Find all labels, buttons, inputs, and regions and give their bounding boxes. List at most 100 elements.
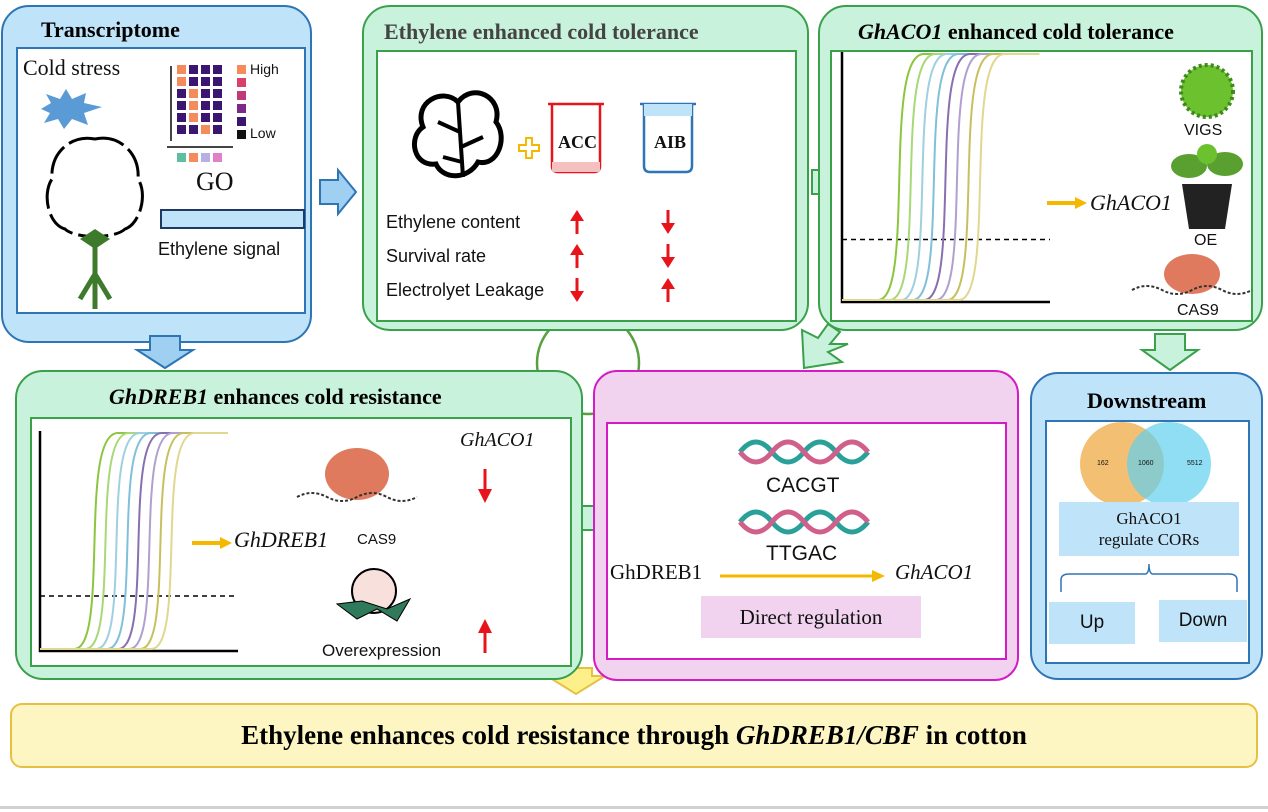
downstream-panel: Downstream 162 1060 5512 GhACO1 regulate… [1030, 372, 1263, 680]
aco1-panel: GhACO1 enhanced cold tolerance GhACO1 VI… [818, 5, 1263, 331]
transcriptome-panel: Transcriptome Cold stress High Low GO Et… [1, 5, 312, 343]
transcriptome-title: Transcriptome [41, 17, 180, 42]
ethylene-row-label: Electrolyet Leakage [386, 280, 545, 300]
heatmap-cell [201, 101, 210, 110]
heatmap-cell [201, 65, 210, 74]
expression-curve [842, 53, 1040, 301]
heatmap-cell [213, 77, 222, 86]
legend-swatch [237, 117, 246, 126]
dna-helix-icon-1 [738, 439, 870, 465]
conclusion-gene: GhDREB1/CBF [735, 720, 919, 750]
dreb1-title-rest: enhances cold resistance [208, 384, 442, 409]
expression-curve [842, 53, 1040, 301]
transcriptome-content: Cold stress High Low GO Ethylene signal [16, 47, 306, 314]
ethylene-content: ACC AIB Ethylene content Survival rate Ele… [376, 50, 797, 322]
aib-beaker-icon [640, 102, 696, 174]
heatmap-cell [189, 101, 198, 110]
vigs-label: VIGS [1184, 122, 1223, 139]
expression-curve [842, 53, 1040, 301]
regulation-content: CACGT TTGAC GhDREB1 GhACO1 Direct regula… [606, 422, 1007, 660]
ethylene-signal-label: Ethylene signal [158, 239, 281, 259]
dna-helix-icon-2 [738, 509, 870, 535]
conclusion-pre: Ethylene enhances cold resistance throug… [241, 720, 736, 750]
aco1-title-rest: enhanced cold tolerance [942, 19, 1174, 44]
up-box: Up [1049, 602, 1135, 644]
dreb1-content: GhDREB1 CAS9 GhACO1 Overexpression [30, 417, 572, 667]
legend-swatch [237, 78, 246, 87]
red-down-arrow [570, 278, 584, 302]
dreb1-expression-curves [38, 431, 238, 653]
red-up-arrow [661, 278, 675, 302]
bottom-divider [0, 806, 1268, 809]
orange-arrow-icon [1047, 197, 1087, 209]
regulation-panel: CACGT TTGAC GhDREB1 GhACO1 Direct regula… [593, 370, 1019, 681]
virus-icon [1179, 63, 1235, 119]
red-up-arrow [570, 244, 584, 268]
heatmap-cell [213, 113, 222, 122]
legend-swatch [237, 104, 246, 113]
overexpression-label: Overexpression [322, 641, 442, 660]
go-label: GO [196, 167, 234, 196]
red-up-arrow [570, 210, 584, 234]
cotton-flower-icon [335, 568, 412, 622]
heatmap-cell [201, 89, 210, 98]
go-swatch [201, 153, 210, 162]
dreb1-panel-title: GhDREB1 enhances cold resistance [109, 384, 442, 410]
heatmap-cell [201, 113, 210, 122]
aco1-content: GhACO1 VIGS OE CAS9 [830, 50, 1253, 322]
regulation-target: GhACO1 [895, 560, 974, 584]
go-swatch [189, 153, 198, 162]
red-up-arrow [478, 619, 492, 653]
heatmap-cell [189, 89, 198, 98]
expression-curve [842, 53, 1040, 301]
heatmap-high-label: High [250, 61, 279, 77]
aco1-gene-label: GhACO1 [1090, 190, 1172, 215]
go-swatch [177, 153, 186, 162]
ethylene-panel-title: Ethylene enhanced cold tolerance [384, 19, 699, 44]
expression-curve [842, 53, 1040, 301]
motif-ttgac: TTGAC [766, 542, 838, 565]
go-swatch [213, 153, 222, 162]
downstream-content: 162 1060 5512 GhACO1 regulate CORs Up Do… [1045, 420, 1250, 664]
heatmap-cell [213, 65, 222, 74]
venn-circle-right [1127, 422, 1211, 506]
heatmap-cell [177, 125, 186, 134]
expression-curve [40, 432, 228, 650]
dreb1-cas9-label: CAS9 [357, 531, 397, 548]
dreb1-gene-label: GhDREB1 [234, 527, 329, 552]
aco1-cas9-label: CAS9 [1177, 302, 1219, 319]
heatmap-cell [177, 101, 186, 110]
heatmap-cell [189, 77, 198, 86]
cold-stress-label: Cold stress [23, 55, 121, 80]
oe-label: OE [1194, 232, 1218, 249]
direct-regulation-label: Direct regulation [701, 596, 921, 638]
legend-swatch [237, 130, 246, 139]
arrow-right-1 [319, 167, 358, 217]
heatmap-low-label: Low [250, 125, 276, 141]
venn-diagram [1080, 422, 1211, 506]
acc-label: ACC [558, 132, 597, 152]
heatmap-cell [201, 125, 210, 134]
expression-curve [40, 432, 228, 650]
down-box: Down [1159, 600, 1247, 642]
expression-curve [40, 432, 228, 650]
venn-overlap-count: 1060 [1138, 460, 1154, 467]
expression-curve [40, 432, 228, 650]
expression-curve [842, 53, 1040, 301]
regulation-arrow [720, 570, 885, 582]
arrow-diagonal [800, 322, 849, 370]
expression-curve [842, 53, 1040, 301]
leaf-icon [412, 90, 504, 179]
bracket [1060, 563, 1238, 592]
heatmap-cell [213, 89, 222, 98]
expression-curve [40, 432, 228, 650]
expression-curve [40, 432, 228, 650]
plus-icon [518, 137, 540, 159]
heatmap-cell [213, 101, 222, 110]
heatmap-cell [177, 65, 186, 74]
venn-left-count: 162 [1097, 460, 1109, 467]
heatmap-cell [201, 77, 210, 86]
dreb1-title-gene: GhDREB1 [109, 384, 209, 409]
heatmap-cell [177, 77, 186, 86]
dreb1-target-label: GhACO1 [460, 429, 535, 451]
